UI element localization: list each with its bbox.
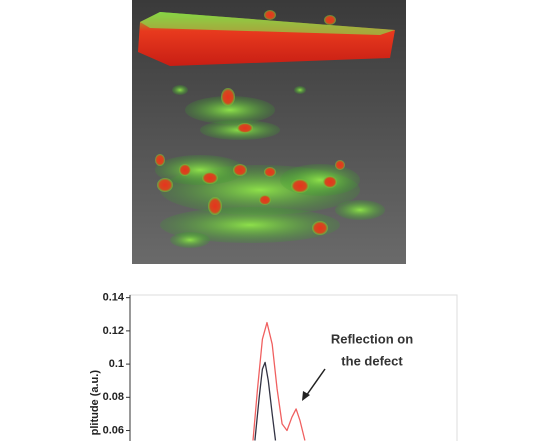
arrow <box>305 368 326 397</box>
line <box>254 361 277 441</box>
volume-image <box>132 0 406 264</box>
chart: plitude (a.u.) Reflection on the defect <box>89 294 458 441</box>
annotation: the defect <box>341 353 403 368</box>
plot-frame <box>129 294 458 441</box>
line <box>252 321 306 441</box>
y-tick-label: 0.14 <box>103 292 125 304</box>
y-tick-label: 0.08 <box>103 391 124 403</box>
y-axis-label: plitude (a.u.) <box>89 370 101 436</box>
y-tick-label: 0.06 <box>103 424 124 436</box>
annotation: Reflection on <box>331 331 413 346</box>
y-tick-label: 0.12 <box>103 325 124 337</box>
y-tick-label: 0.1 <box>109 358 124 370</box>
arrow-head <box>302 391 310 401</box>
